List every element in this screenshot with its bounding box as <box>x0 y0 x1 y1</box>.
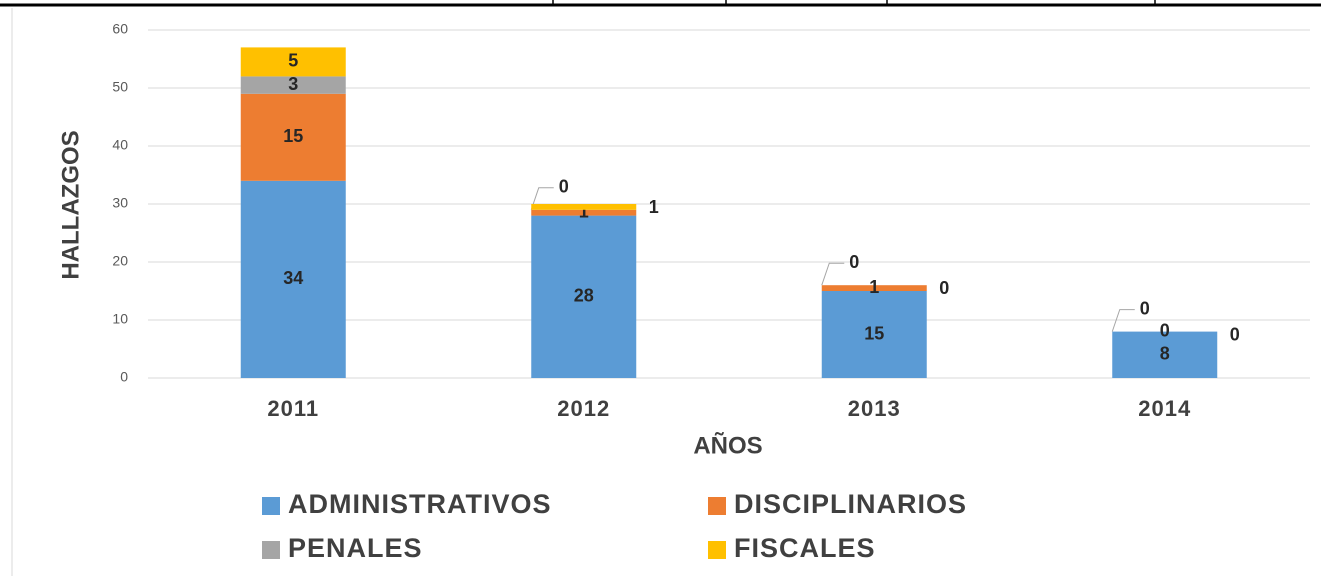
legend-label: FISCALES <box>734 533 876 563</box>
bar-segment <box>240 76 346 94</box>
x-axis-label: AÑOS <box>693 431 762 459</box>
legend-swatch <box>708 497 726 515</box>
legend-swatch <box>262 541 280 559</box>
leader-line <box>1111 309 1135 332</box>
data-label: 1 <box>579 201 589 221</box>
data-label: 0 <box>849 252 859 272</box>
bar-segment <box>531 204 637 210</box>
y-tick-label: 0 <box>120 369 128 385</box>
data-label: 3 <box>288 74 298 94</box>
bar-segment <box>821 291 927 378</box>
leader-line <box>821 262 845 286</box>
y-tick-label: 10 <box>112 311 128 327</box>
bar-segment <box>240 93 346 181</box>
y-tick-label: 50 <box>112 79 128 95</box>
legend-label: ADMINISTRATIVOS <box>288 489 552 519</box>
data-label: 1 <box>649 197 659 217</box>
y-axis-label: HALLAZGOS <box>57 130 84 279</box>
legend-label: PENALES <box>288 533 423 563</box>
legend-label: DISCIPLINARIOS <box>734 489 967 519</box>
data-label: 5 <box>288 51 298 71</box>
data-label: 15 <box>864 323 884 343</box>
bar-segment <box>240 180 346 378</box>
x-tick-label: 2011 <box>267 396 319 421</box>
data-label: 0 <box>939 278 949 298</box>
x-tick-label: 2012 <box>557 396 610 421</box>
legend-swatch <box>708 541 726 559</box>
data-label: 15 <box>283 126 303 146</box>
data-label: 0 <box>1230 324 1240 344</box>
data-label: 34 <box>283 268 303 288</box>
data-label: 28 <box>574 286 594 306</box>
legend-swatch <box>262 497 280 515</box>
y-tick-label: 60 <box>112 21 128 37</box>
x-tick-label: 2013 <box>848 396 901 421</box>
bar-segment <box>240 47 346 77</box>
y-tick-label: 20 <box>112 253 128 269</box>
y-tick-label: 40 <box>112 137 128 153</box>
data-label: 0 <box>1160 320 1170 340</box>
data-label: 1 <box>869 277 879 297</box>
y-tick-label: 30 <box>112 195 128 211</box>
data-label: 0 <box>1140 298 1150 318</box>
leader-line <box>530 187 554 210</box>
data-label: 0 <box>559 177 569 197</box>
bar-segment <box>1112 331 1218 378</box>
data-label: 8 <box>1160 344 1170 364</box>
bar-segment <box>531 215 637 378</box>
x-tick-label: 2014 <box>1138 396 1191 421</box>
bar-segment <box>821 285 927 291</box>
bar-segment <box>531 209 637 216</box>
